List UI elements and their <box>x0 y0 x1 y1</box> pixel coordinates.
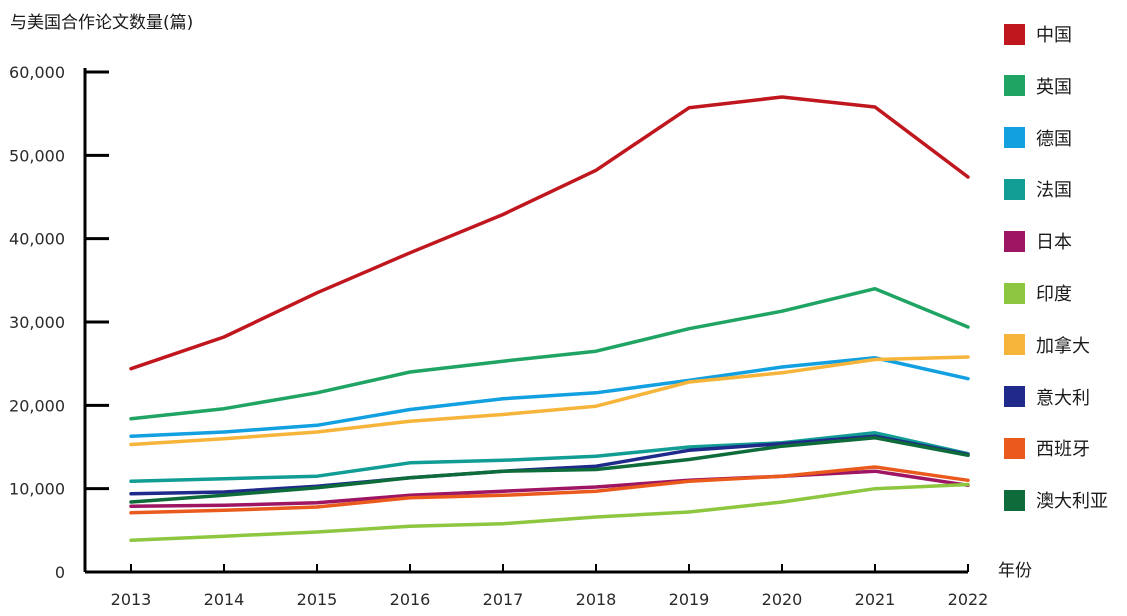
legend-item: 印度 <box>1004 281 1072 305</box>
x-tick-label: 2013 <box>111 590 152 609</box>
legend-item: 法国 <box>1004 177 1072 201</box>
legend-label: 中国 <box>1036 25 1072 46</box>
legend-swatch <box>1004 230 1025 252</box>
legend-label: 澳大利亚 <box>1036 491 1108 513</box>
chart-legend: 中国英国德国法国日本印度加拿大意大利西班牙澳大利亚 <box>1004 22 1124 522</box>
x-tick-label: 2021 <box>855 590 896 609</box>
y-axis-title: 与美国合作论文数量(篇) <box>10 13 194 33</box>
y-tick-label: 10,000 <box>9 480 65 499</box>
x-axis-title: 年份 <box>998 561 1032 581</box>
legend-label: 意大利 <box>1036 387 1090 409</box>
x-tick-label: 2016 <box>390 590 431 609</box>
legend-swatch <box>1004 437 1025 459</box>
y-tick-label: 30,000 <box>9 313 65 332</box>
series-line-意大利 <box>129 434 970 496</box>
x-axis-ticks: 2013 2014 2015 2016 2017 2018 2019 2020 2021 2022 <box>111 564 989 609</box>
series-line-中国 <box>129 95 970 371</box>
legend-swatch <box>1004 282 1025 304</box>
series-lines <box>129 95 970 543</box>
legend-label: 西班牙 <box>1036 439 1090 461</box>
legend-swatch <box>1004 23 1025 45</box>
y-tick-label: 60,000 <box>9 63 65 82</box>
legend-label: 加拿大 <box>1036 335 1090 357</box>
series-line-英国 <box>129 286 970 421</box>
y-tick-label: 0 <box>55 563 65 582</box>
x-tick-label: 2014 <box>204 590 245 609</box>
legend-item: 德国 <box>1004 126 1072 150</box>
y-tick-label: 40,000 <box>9 230 65 249</box>
x-tick-label: 2020 <box>762 590 803 609</box>
series-line-法国 <box>129 431 970 483</box>
series-line-德国 <box>129 356 970 438</box>
y-tick-label: 50,000 <box>9 146 65 165</box>
legend-item: 西班牙 <box>1004 436 1090 460</box>
legend-item: 澳大利亚 <box>1004 488 1108 512</box>
legend-swatch <box>1004 127 1025 149</box>
series-line-印度 <box>129 482 970 543</box>
legend-label: 法国 <box>1036 180 1072 202</box>
x-tick-label: 2015 <box>297 590 338 609</box>
series-line-西班牙 <box>129 465 970 515</box>
legend-item: 中国 <box>1004 22 1072 46</box>
legend-item: 英国 <box>1004 74 1072 98</box>
legend-swatch <box>1004 334 1025 356</box>
series-line-澳大利亚 <box>129 436 970 504</box>
legend-label: 印度 <box>1036 284 1072 305</box>
y-axis-ticks: 0 10,000 20,000 30,000 40,000 50,000 60,000 <box>9 63 109 582</box>
x-tick-label: 2019 <box>669 590 710 609</box>
legend-label: 德国 <box>1036 128 1072 150</box>
legend-item: 日本 <box>1004 229 1072 253</box>
x-tick-label: 2017 <box>483 590 524 609</box>
x-tick-label: 2018 <box>576 590 617 609</box>
legend-item: 加拿大 <box>1004 333 1090 357</box>
legend-item: 意大利 <box>1004 385 1090 409</box>
legend-swatch <box>1004 75 1025 97</box>
legend-swatch <box>1004 489 1025 511</box>
x-tick-label: 2022 <box>948 590 989 609</box>
legend-swatch <box>1004 386 1025 408</box>
legend-label: 英国 <box>1036 76 1072 98</box>
series-line-日本 <box>129 469 970 508</box>
y-tick-label: 20,000 <box>9 396 65 415</box>
legend-label: 日本 <box>1036 232 1072 254</box>
legend-swatch <box>1004 178 1025 200</box>
series-line-加拿大 <box>129 355 970 447</box>
